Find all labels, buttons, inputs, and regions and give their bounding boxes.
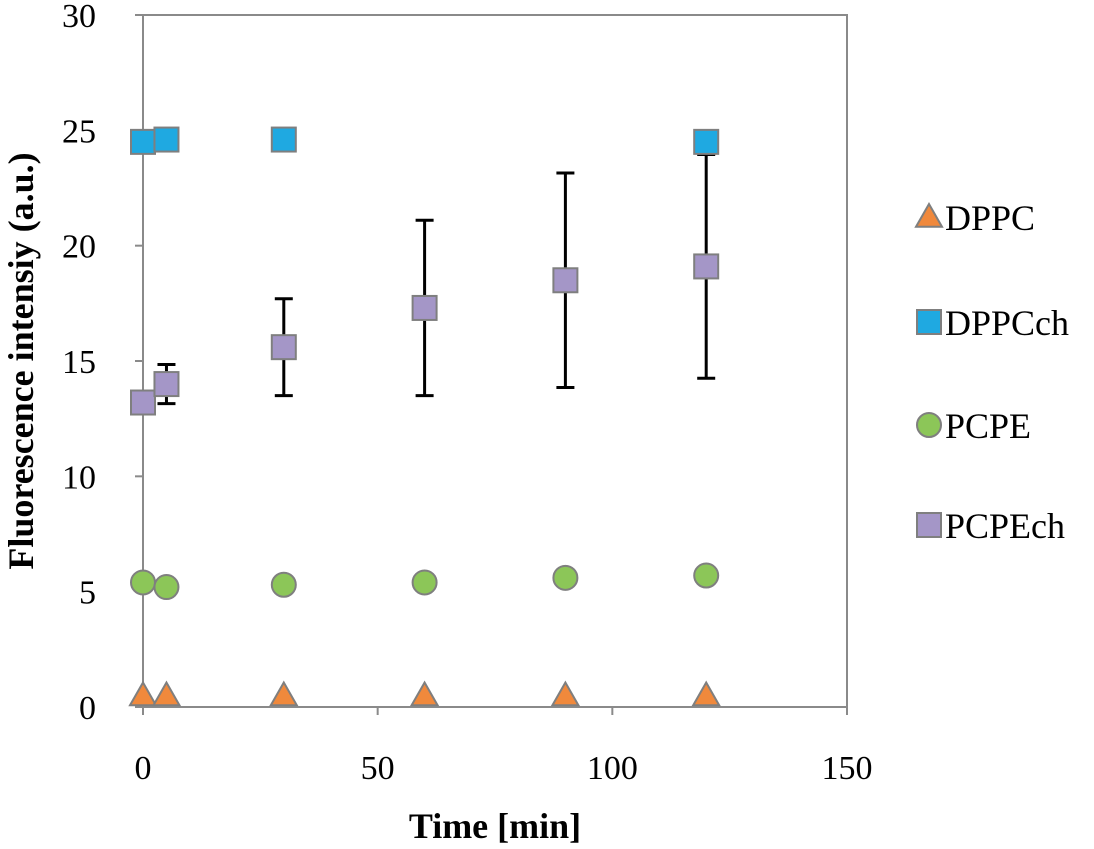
data-point-pcpech [411,294,438,321]
y-tick-label: 0 [79,690,96,727]
data-point-dppc [151,680,182,707]
data-point-dppc [409,680,440,707]
data-point-dppc [128,680,158,707]
plot-area-frame [142,14,848,708]
data-point-pcpech [130,389,156,416]
x-tick-label: 150 [822,750,873,787]
data-point-pcpe [153,574,180,601]
legend-item-pcpe: PCPE [916,406,1031,446]
series-pcpech [130,253,720,416]
data-point-pcpe [552,564,579,591]
x-tick-label: 100 [587,750,638,787]
legend-item-dppc: DPPC [914,198,1035,238]
data-point-pcpech [552,267,579,294]
legend-marker [916,512,942,538]
y-tick-label: 30 [62,0,96,35]
legend-label: PCPEch [945,506,1065,546]
data-point-dppc [269,680,299,707]
data-point-dppcch [130,128,156,155]
data-point-pcpe [411,569,438,596]
y-tick-label: 10 [62,459,96,496]
data-point-pcpech [270,334,297,361]
y-axis-title: Fluorescence intensiy (a.u.) [1,152,41,569]
legend-label: DPPC [945,198,1035,238]
data-point-pcpe [693,562,720,589]
series-dppc [128,680,721,707]
legend-marker [916,309,942,335]
legend-item-pcpech: PCPEch [916,506,1065,546]
legend-marker [914,201,944,228]
data-point-dppc [691,680,721,707]
tick-layer: 0 5 10 15 20 25 30 0 50 100 150 [62,0,873,787]
series-dppcch [130,126,720,155]
y-tick-label: 25 [62,113,96,150]
data-point-pcpech [153,371,180,398]
data-point-dppcch [153,126,180,153]
data-point-pcpech [693,253,720,280]
data-point-pcpe [130,569,156,596]
legend-marker [916,412,942,438]
data-point-dppcch [270,126,297,153]
y-tick-label: 5 [79,575,96,612]
legend: DPPC DPPCch PCPE PCPEch [914,198,1069,546]
series-pcpe [130,562,720,601]
data-point-dppcch [693,128,720,155]
legend-label: DPPCch [945,303,1069,343]
x-tick-label: 50 [361,750,395,787]
x-axis-title: Time [min] [409,806,581,846]
x-tick-label: 0 [135,750,152,787]
legend-label: PCPE [945,406,1031,446]
y-tick-label: 15 [62,344,96,381]
y-tick-label: 20 [62,229,96,266]
legend-item-dppcch: DPPCch [916,303,1069,343]
data-point-pcpe [270,571,297,598]
data-point-dppc [550,680,581,707]
points-layer [128,126,721,707]
